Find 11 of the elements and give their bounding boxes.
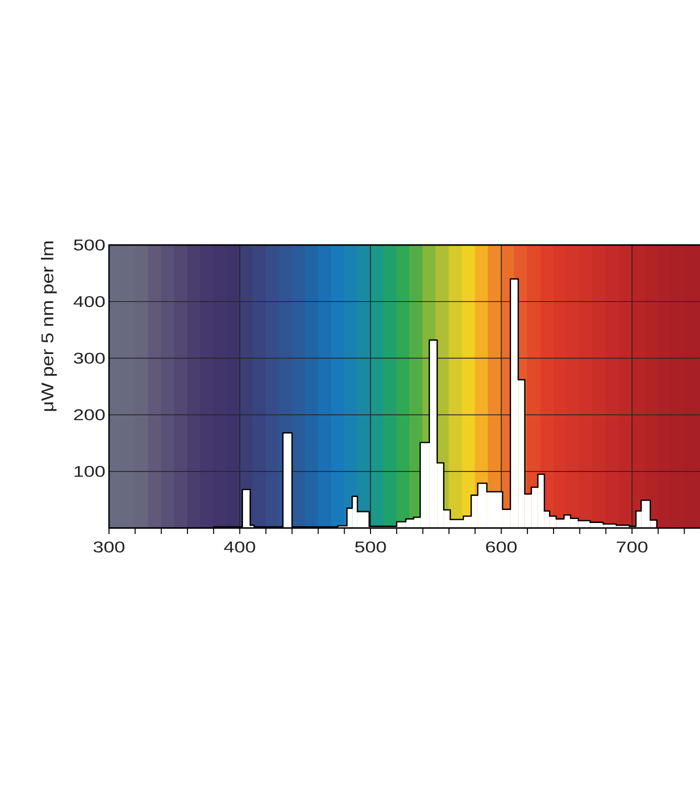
x-tick-label: 400 (224, 542, 256, 553)
y-tick-label: 200 (74, 409, 105, 420)
x-tick-label: 600 (486, 542, 517, 553)
x-tick-label: 300 (94, 542, 124, 553)
y-axis-title: μW per 5 nm per lm (40, 241, 57, 411)
y-tick-label: 500 (74, 240, 105, 250)
y-tick-label: 400 (74, 296, 105, 308)
y-tick-label: 100 (74, 466, 105, 477)
x-tick-label: 500 (355, 542, 386, 553)
y-tick-label: 300 (74, 352, 105, 364)
x-tick-label: 700 (616, 542, 648, 553)
